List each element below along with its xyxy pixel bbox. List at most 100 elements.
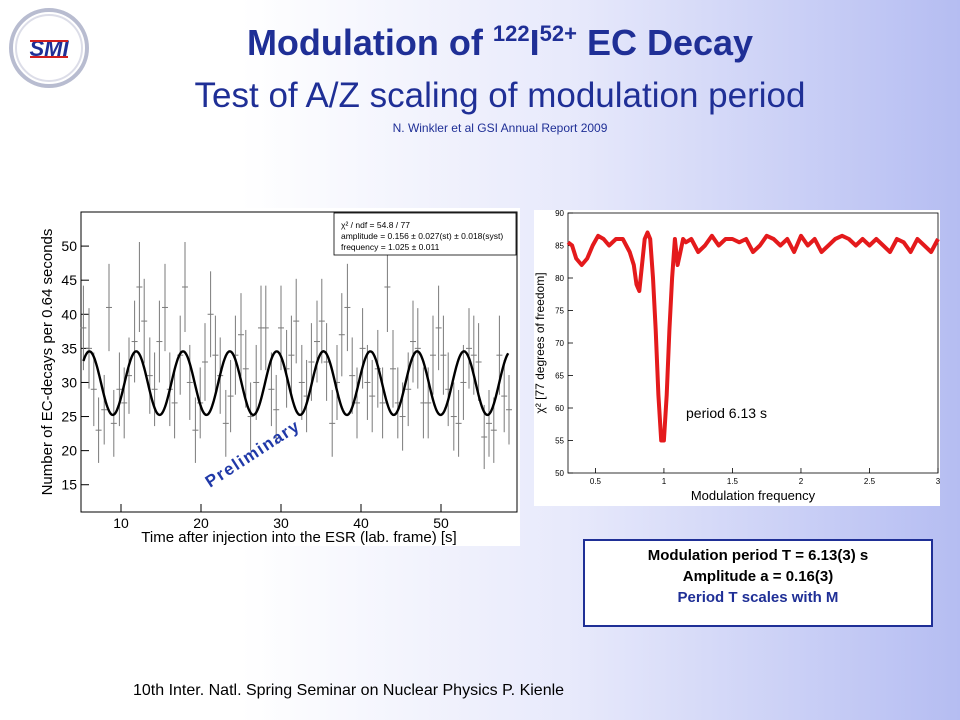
data-point [268,352,275,427]
y-axis-label: χ² [77 degrees of freedom] [534,272,547,413]
x-tick-label: 40 [353,515,369,531]
data-point [182,242,188,332]
results-summary-box: Modulation period T = 6.13(3) s Amplitud… [583,539,933,627]
data-point [314,300,320,383]
x-tick-label: 2 [799,477,804,486]
data-point [430,315,436,395]
data-point [192,397,199,463]
data-point [440,315,447,395]
data-point [90,352,97,427]
data-point [486,389,492,457]
charge-state: 52+ [539,21,577,46]
data-point [86,308,92,389]
data-point [136,242,143,332]
y-tick-label: 90 [555,210,564,218]
data-point [238,293,244,377]
x-tick-label: 50 [433,515,449,531]
data-point [364,344,371,420]
data-point [101,374,108,445]
data-point [298,344,305,420]
data-point [410,300,416,383]
data-point [475,323,482,401]
y-tick-label: 30 [61,374,77,390]
result-scaling: Period T scales with M [677,589,839,606]
data-point [318,278,325,364]
period-annotation: period 6.13 s [686,405,767,421]
y-tick-label: 75 [555,307,564,316]
y-tick-label: 50 [61,238,77,254]
data-point [501,359,508,433]
data-point [506,374,512,445]
result-amplitude: Amplitude a = 0.16(3) [682,568,834,585]
x-tick-label: 3 [936,477,940,486]
data-point [344,263,351,352]
y-tick-label: 60 [555,404,564,413]
title-rest: EC Decay [576,22,754,63]
data-point [202,323,208,401]
y-tick-label: 50 [555,469,564,478]
data-point [247,382,254,451]
data-point [414,308,421,389]
data-point [288,315,295,395]
data-point [405,352,412,427]
x-tick-label: 10 [113,515,129,531]
x-tick-label: 0.5 [590,477,602,486]
data-point [151,352,158,427]
footer-text: 10th Inter. Natl. Spring Seminar on Nucl… [133,682,565,699]
y-tick-label: 25 [61,409,77,425]
citation: N. Winkler et al GSI Annual Report 2009 [392,121,608,135]
data-point [156,300,163,383]
data-point [460,344,467,420]
data-point [146,337,153,414]
data-point [253,344,260,420]
fit-stats-box: χ² / ndf = 54.8 / 77 amplitude = 0.156 ±… [333,212,517,256]
data-point [455,389,462,457]
result-period: Modulation period T = 6.13(3) s [647,547,869,564]
data-point [369,359,376,433]
data-point [262,285,269,371]
y-tick-label: 35 [61,340,77,356]
y-tick-label: 65 [555,372,564,381]
x-tick-label: 1 [662,477,667,486]
data-point [116,352,123,427]
sinusoidal-fit-curve [82,350,510,417]
data-point [80,285,87,371]
data-point [293,278,300,364]
y-tick-label: 45 [61,272,77,288]
slide-title: Modulation of 122I52+ EC Decay [100,14,900,63]
x-tick-label: 1.5 [727,477,739,486]
data-point [450,382,457,451]
data-point [162,263,168,352]
data-point [95,397,102,463]
data-point [207,271,214,358]
x-tick-label: 30 [273,515,289,531]
y-tick-label: 20 [61,443,77,459]
x-axis-label: Time after injection into the ESR (lab. … [141,529,456,546]
y-tick-label: 40 [61,306,77,322]
chi2-curve [566,230,940,443]
stats-chi2: χ² / ndf = 54.8 / 77 [341,220,410,230]
y-tick-label: 80 [555,274,564,283]
data-point [379,367,386,439]
data-point [490,397,497,463]
data-point [171,367,178,439]
y-tick-label: 15 [61,477,77,493]
element-symbol: I [529,22,540,63]
x-axis-label: Modulation frequency [691,488,816,503]
stats-frequency: frequency = 1.025 ± 0.011 [341,242,440,252]
chi2-frequency-chart: 50 55 60 65 70 75 80 85 90 0.5 1 1.5 2 2.5 3 χ² [77 de… [533,209,941,506]
data-point [110,389,117,457]
data-point [390,329,396,408]
data-point [329,389,336,457]
data-point [349,337,356,414]
preliminary-annotation: Preliminary [202,416,304,491]
data-point [481,404,488,470]
data-point [242,329,249,408]
x-tick-label: 20 [193,515,209,531]
y-tick-label: 85 [555,242,564,251]
plot-frame [80,211,518,513]
data-point [222,389,229,457]
data-point [186,344,193,420]
stats-amplitude: amplitude = 0.156 ± 0.027(st) ± 0.018(sy… [341,231,503,241]
data-point [359,308,366,389]
